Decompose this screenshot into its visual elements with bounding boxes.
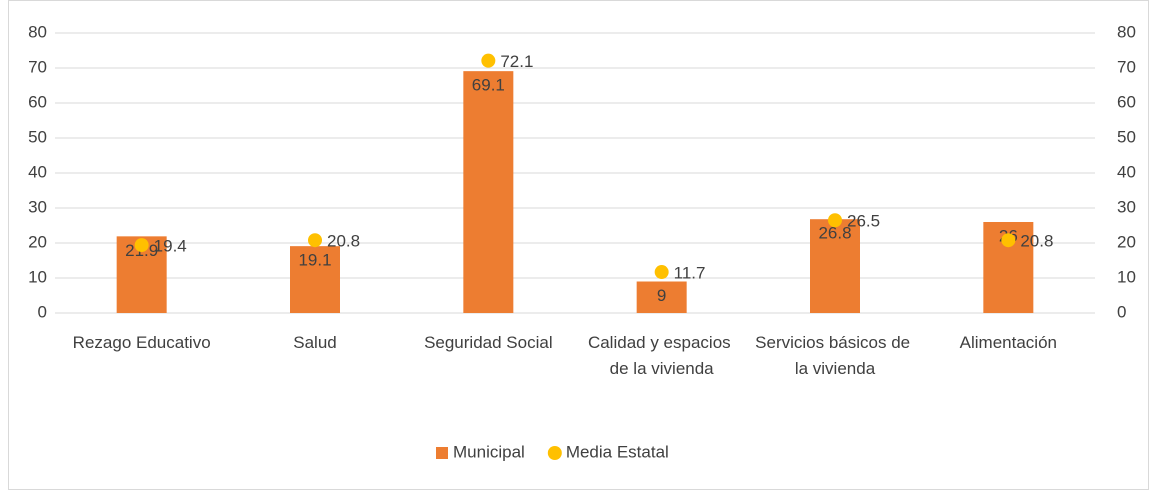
bar	[636, 281, 687, 313]
dot	[828, 213, 842, 228]
chart-border	[8, 0, 1149, 490]
y2-tick-label: 10	[1117, 267, 1136, 286]
y2-tick-label: 20	[1117, 232, 1136, 251]
y2-tick-label: 30	[1117, 197, 1136, 216]
y-tick-label: 60	[28, 92, 47, 111]
bar	[463, 71, 514, 314]
dot-value-label: 19.4	[154, 237, 187, 256]
label-line: de la vivienda	[610, 359, 715, 378]
x-tick-label: Rezago Educativo	[73, 333, 211, 352]
legend-label: Municipal	[453, 442, 525, 461]
bar-value-label: 26.8	[818, 224, 851, 243]
y-tick-label: 30	[28, 197, 47, 216]
y2-tick-label: 0	[1117, 302, 1126, 321]
y-tick-label: 20	[28, 232, 47, 251]
y-tick-label: 40	[28, 162, 47, 181]
y2-tick-label: 80	[1117, 22, 1136, 41]
y2-tick-label: 60	[1117, 92, 1136, 111]
label-line: Seguridad Social	[424, 333, 553, 352]
label-line: la vivienda	[795, 359, 876, 378]
bar-value-label: 69.1	[472, 76, 505, 95]
dot	[1001, 233, 1016, 248]
dot	[481, 53, 496, 68]
x-tick-label: Alimentación	[960, 333, 1057, 352]
y-tick-label: 80	[28, 22, 47, 41]
dot	[308, 233, 322, 248]
dot	[134, 238, 149, 253]
dot-value-label: 11.7	[674, 264, 706, 283]
dot-value-label: 26.5	[847, 212, 880, 231]
x-tick-label: Seguridad Social	[424, 333, 553, 352]
y2-tick-label: 50	[1117, 127, 1136, 146]
label-line: Alimentación	[960, 333, 1057, 352]
dot	[654, 265, 669, 280]
legend-swatch	[547, 446, 562, 460]
bar	[290, 246, 340, 313]
x-tick-label: Calidad y espacios de la vivienda	[588, 333, 735, 378]
x-tick-label: Servicios básicos de la vivienda	[755, 333, 915, 378]
bar	[810, 219, 860, 313]
label-line: Servicios básicos de	[755, 333, 915, 352]
dot-value-label: 72.1	[500, 52, 533, 71]
bar-value-label: 19.1	[298, 251, 331, 270]
y-tick-label: 0	[38, 302, 47, 321]
y2-tick-label: 70	[1117, 57, 1136, 76]
y-tick-label: 50	[28, 127, 47, 146]
x-tick-label: Salud	[293, 333, 336, 352]
label-line: Salud	[293, 333, 336, 352]
dot-value-label: 20.8	[1020, 232, 1053, 251]
y-tick-label: 70	[28, 57, 47, 76]
y2-tick-label: 40	[1117, 162, 1136, 181]
bar-value-label: 9	[657, 286, 666, 305]
legend-label: Media Estatal	[566, 442, 669, 461]
label-line: Rezago Educativo	[73, 333, 211, 352]
label-line: Calidad y espacios	[588, 333, 735, 352]
y-tick-label: 10	[28, 267, 47, 286]
dot-value-label: 20.8	[327, 232, 360, 251]
legend-swatch	[436, 447, 448, 459]
